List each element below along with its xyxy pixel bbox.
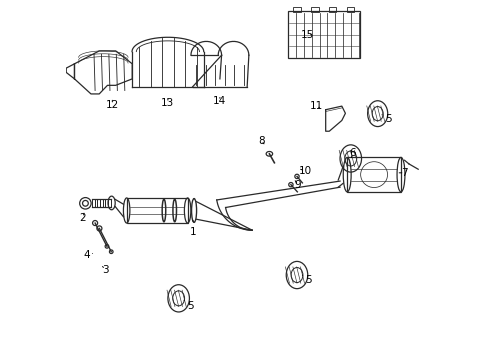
Text: 5: 5 (382, 114, 392, 124)
Text: 1: 1 (190, 220, 196, 237)
Bar (329, 7, 337, 12)
Text: 11: 11 (309, 102, 322, 112)
Bar (288, 12, 360, 58)
Text: 2: 2 (79, 213, 86, 222)
Bar (347, 157, 401, 192)
Text: 7: 7 (399, 168, 408, 178)
Bar (311, 7, 318, 12)
Bar (347, 7, 354, 12)
Text: 13: 13 (161, 98, 174, 108)
Text: 9: 9 (295, 180, 301, 190)
Text: 15: 15 (301, 30, 315, 40)
Text: 3: 3 (102, 265, 108, 275)
Text: 5: 5 (184, 300, 194, 311)
Text: 10: 10 (299, 166, 312, 176)
Bar (126, 198, 188, 223)
Text: 5: 5 (302, 275, 312, 285)
Text: 4: 4 (83, 250, 93, 260)
Bar (294, 7, 300, 12)
Text: 8: 8 (258, 136, 265, 145)
Text: 12: 12 (106, 100, 119, 110)
Text: 14: 14 (213, 96, 226, 106)
Text: 6: 6 (349, 148, 356, 158)
